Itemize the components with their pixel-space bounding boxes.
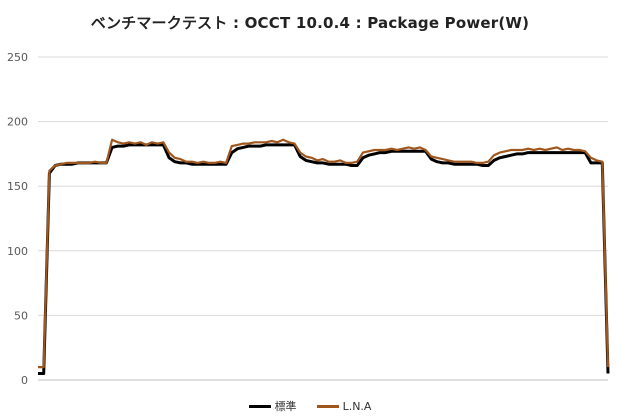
- series-line-2: [38, 138, 610, 369]
- y-tick-label: 150: [7, 180, 28, 193]
- y-tick-label: 100: [7, 245, 28, 258]
- series-lines: [38, 138, 610, 375]
- grid-lines: [38, 56, 608, 381]
- legend-swatch: [316, 404, 339, 408]
- series-line-1: [38, 143, 610, 375]
- legend: 標準 L.N.A: [0, 398, 620, 414]
- legend-entry-2: L.N.A: [316, 398, 372, 414]
- y-tick-label: 250: [7, 51, 28, 64]
- y-axis-tick-labels: 0 50 100 150 200 250: [7, 51, 28, 387]
- legend-label: L.N.A: [342, 399, 372, 413]
- y-tick-label: 200: [7, 116, 28, 129]
- legend-label: 標準: [274, 400, 297, 413]
- chart-title: ベンチマークテスト : OCCT 10.0.4 : Package Power(…: [90, 14, 530, 32]
- y-tick-label: 0: [21, 374, 28, 387]
- legend-entry-1: 標準: [248, 398, 297, 414]
- legend-swatch: [248, 404, 271, 408]
- y-tick-label: 50: [14, 309, 28, 322]
